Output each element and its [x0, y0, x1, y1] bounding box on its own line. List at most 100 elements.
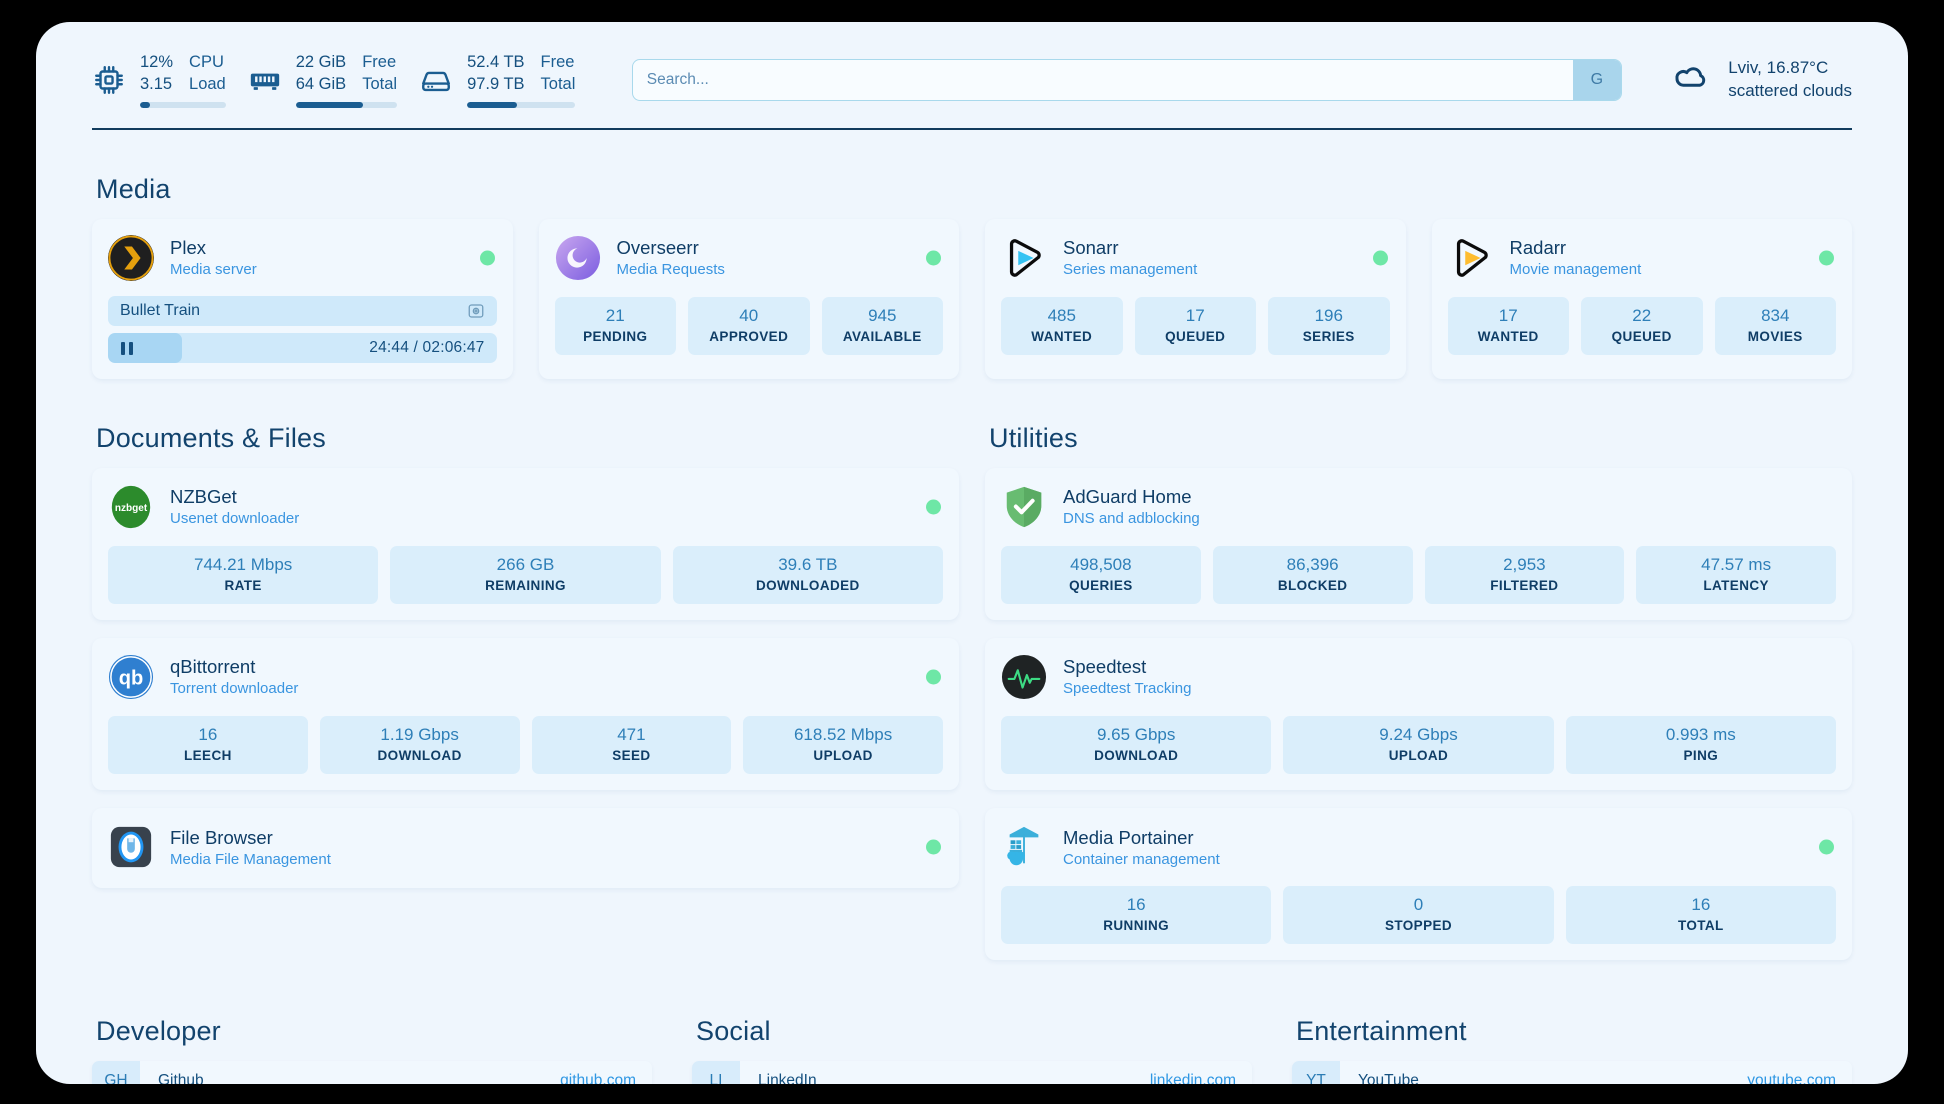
resource-line-1: Free — [362, 53, 397, 72]
resource-usage-fill — [295, 101, 363, 108]
resource-body: 12% 3.15 CPU Load — [140, 52, 226, 108]
stat-block[interactable]: 9.65 Gbps DOWNLOAD — [1001, 716, 1272, 775]
stat-label: APPROVED — [709, 328, 789, 344]
stat-block[interactable]: 22 QUEUED — [1581, 297, 1703, 356]
stat-block[interactable]: 1.19 Gbps DOWNLOAD — [319, 716, 520, 775]
stat-block[interactable]: 618.52 Mbps UPLOAD — [743, 716, 943, 775]
stat-label: BLOCKED — [1277, 577, 1348, 593]
search-box[interactable]: G — [631, 59, 1622, 101]
service-card[interactable]: File Browser Media File Management — [92, 808, 959, 889]
stat-block[interactable]: 21 PENDING — [554, 297, 676, 356]
stat-value: 39.6 TB — [778, 555, 838, 574]
stat-block[interactable]: 744.21 Mbps RATE — [108, 546, 379, 605]
stat-block[interactable]: 40 APPROVED — [688, 297, 810, 356]
search-submit-button[interactable]: G — [1572, 60, 1621, 100]
stat-label: QUERIES — [1069, 577, 1133, 593]
resource-line-2: 3.15 — [140, 74, 173, 93]
stat-value: 9.24 Gbps — [1379, 725, 1458, 745]
plex-logo — [108, 235, 154, 281]
weather-condition: scattered clouds — [1728, 81, 1852, 100]
dashboard-page: 12% 3.15 CPU Load 22 GiB 64 GiB Free Total 52.4 … — [36, 22, 1908, 1084]
service-card[interactable]: Media Portainer Container management 16 RUN… — [985, 808, 1852, 961]
now-playing-progress-bar[interactable]: 24:44 / 02:06:47 — [108, 333, 497, 363]
stat-value: 471 — [617, 725, 646, 745]
service-card-header: Plex Media server — [108, 233, 497, 283]
stat-value: 17 — [1185, 306, 1205, 325]
cast-icon[interactable] — [467, 302, 485, 320]
bookmark-group: DeveloperGHGithubgithub.comSOStackOverfl… — [92, 1016, 652, 1084]
service-card[interactable]: Overseerr Media Requests 21 PENDING 40 APPROV… — [538, 219, 959, 379]
bookmark-name: Github — [158, 1072, 204, 1084]
resource-values: 52.4 TB 97.9 TB Free Total — [467, 52, 575, 95]
stat-block[interactable]: 498,508 QUERIES — [1001, 546, 1201, 605]
service-card-text: Sonarr Series management — [1063, 236, 1197, 280]
portainer-logo — [1001, 824, 1047, 870]
stat-block[interactable]: 16 RUNNING — [1001, 886, 1272, 945]
stat-block[interactable]: 16 LEECH — [108, 716, 308, 775]
service-description: Container management — [1063, 850, 1220, 868]
resource-line-1: Free — [540, 53, 575, 72]
bookmark-item[interactable]: YT YouTube youtube.com — [1292, 1061, 1852, 1084]
stat-block[interactable]: 196 SERIES — [1268, 297, 1390, 356]
adguard-logo — [1001, 484, 1047, 530]
resource-values: 12% 3.15 CPU Load — [140, 52, 226, 95]
stat-block[interactable]: 945 AVAILABLE — [821, 297, 943, 356]
status-dot — [479, 250, 495, 266]
service-card[interactable]: AdGuard Home DNS and adblocking 498,508 QUE… — [985, 468, 1852, 621]
stat-block[interactable]: 471 SEED — [531, 716, 732, 775]
stat-block[interactable]: 485 WANTED — [1001, 297, 1123, 356]
stat-block[interactable]: 266 GB REMAINING — [390, 546, 661, 605]
stat-value: 9.65 Gbps — [1096, 725, 1176, 745]
stat-label: PING — [1683, 748, 1719, 764]
service-card[interactable]: qb qBittorrent Torrent downloader 16 LEECH 1.… — [92, 638, 959, 791]
service-card-text: Media Portainer Container management — [1063, 826, 1220, 870]
resource-line-2: Load — [189, 74, 226, 93]
stat-block[interactable]: 0.993 ms PING — [1565, 716, 1836, 775]
stat-value: 498,508 — [1070, 555, 1132, 574]
stat-label: SEED — [612, 748, 651, 764]
stat-label: FILTERED — [1490, 577, 1559, 593]
stat-value: 86,396 — [1286, 555, 1339, 574]
bookmark-item[interactable]: GH Github github.com — [92, 1061, 652, 1084]
stat-block[interactable]: 16 TOTAL — [1565, 886, 1836, 945]
stat-block[interactable]: 834 MOVIES — [1714, 297, 1836, 356]
header-bar: 12% 3.15 CPU Load 22 GiB 64 GiB Free Total 52.4 … — [36, 22, 1908, 114]
disk-icon — [419, 63, 453, 97]
stat-value: 485 — [1047, 306, 1076, 325]
service-card[interactable]: Speedtest Speedtest Tracking 9.65 Gbps DOWN… — [985, 638, 1852, 791]
stat-block[interactable]: 86,396 BLOCKED — [1212, 546, 1413, 605]
stat-label: RUNNING — [1103, 918, 1170, 934]
service-card-text: Overseerr Media Requests — [617, 236, 725, 280]
stat-label: RATE — [224, 577, 262, 593]
resource-numbers: 12% 3.15 — [140, 52, 173, 95]
now-playing-title-row[interactable]: Bullet Train — [108, 296, 497, 326]
bookmark-item[interactable]: LI LinkedIn linkedin.com — [692, 1061, 1252, 1084]
bookmark-group-title: Developer — [96, 1016, 221, 1047]
documents-column: Documents & Files nzbget NZBGet Usenet dow… — [92, 379, 959, 960]
service-stat-row: 9.65 Gbps DOWNLOAD 9.24 Gbps UPLOAD 0.993 ms… — [1001, 716, 1836, 775]
service-card-header: Media Portainer Container management — [1001, 822, 1836, 872]
qbittorrent-logo: qb — [108, 654, 154, 700]
stat-block[interactable]: 9.24 Gbps UPLOAD — [1283, 716, 1554, 775]
resource-line-2: 97.9 TB — [467, 74, 525, 93]
service-card[interactable]: Sonarr Series management 485 WANTED 17 QUEUED… — [985, 219, 1406, 379]
stat-block[interactable]: 39.6 TB DOWNLOADED — [672, 546, 943, 605]
stat-block[interactable]: 0 STOPPED — [1283, 886, 1554, 945]
service-card[interactable]: nzbget NZBGet Usenet downloader 744.21 Mbps… — [92, 468, 959, 621]
media-card-grid: Plex Media server Bullet Train 24:44 / 02:0… — [92, 219, 1852, 379]
memory-icon — [248, 63, 282, 97]
pause-icon[interactable] — [121, 341, 133, 355]
stat-block[interactable]: 17 QUEUED — [1134, 297, 1256, 356]
stat-label: DOWNLOAD — [377, 748, 462, 764]
search-input[interactable] — [632, 60, 1573, 100]
service-card[interactable]: Radarr Movie management 17 WANTED 22 QUEUED 83… — [1431, 219, 1852, 379]
stat-block[interactable]: 2,953 FILTERED — [1424, 546, 1625, 605]
service-name: Plex — [170, 237, 206, 259]
bookmark-group: EntertainmentYTYouTubeyoutube.comNFNetfl… — [1292, 1016, 1852, 1084]
stat-block[interactable]: 47.57 ms LATENCY — [1636, 546, 1836, 605]
service-card[interactable]: Plex Media server Bullet Train 24:44 / 02:0… — [92, 219, 513, 379]
service-name: File Browser — [170, 826, 273, 848]
stat-label: SERIES — [1302, 328, 1355, 344]
cloud-icon — [1670, 59, 1712, 101]
stat-block[interactable]: 17 WANTED — [1447, 297, 1569, 356]
